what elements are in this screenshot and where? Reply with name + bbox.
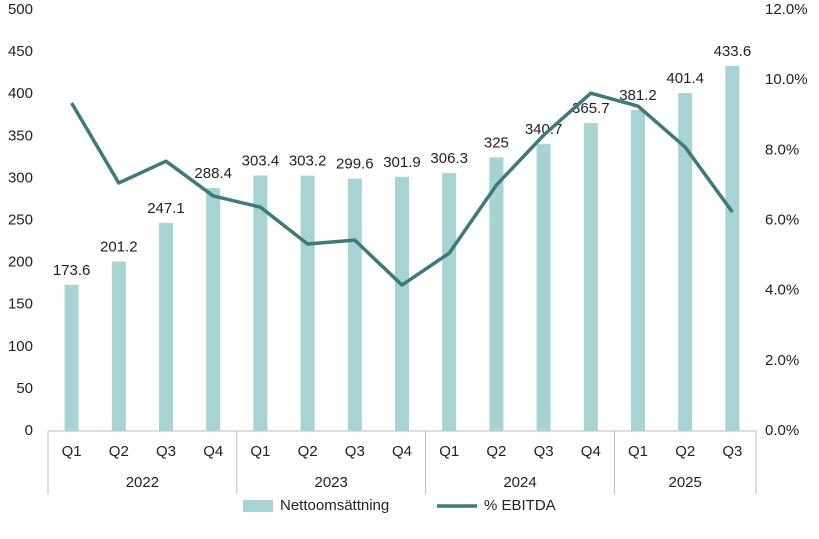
x-tick-label: Q1 [439, 443, 459, 460]
x-tick-label: Q3 [722, 443, 742, 460]
data-label: 201.2 [100, 239, 138, 256]
x-tick-label: Q2 [675, 443, 695, 460]
group-label: 2025 [669, 474, 702, 491]
data-label: 173.6 [53, 262, 91, 279]
y-tick-label: 200 [8, 254, 33, 271]
x-tick-label: Q2 [486, 443, 506, 460]
group-label: 2022 [126, 474, 159, 491]
data-label: 299.6 [336, 156, 374, 173]
bar [489, 157, 504, 431]
group-label: 2023 [315, 474, 348, 491]
data-label: 401.4 [666, 70, 704, 87]
y2-tick-label: 6.0% [765, 211, 799, 228]
line [70, 91, 734, 287]
bar [395, 176, 409, 431]
y-tick-label: 450 [8, 43, 33, 60]
y2-tick-label: 2.0% [765, 352, 799, 369]
legend-label: Nettoomsättning [280, 497, 389, 514]
bar [159, 222, 173, 431]
data-label: 365.7 [572, 100, 610, 117]
y-tick-label: 250 [8, 211, 33, 228]
data-label: 247.1 [147, 200, 185, 217]
bar [253, 175, 268, 431]
bar [442, 173, 457, 431]
y-tick-label: 100 [8, 338, 33, 355]
bar [64, 284, 79, 431]
x-tick-label: Q1 [250, 443, 270, 460]
y-tick-label: 150 [8, 296, 33, 313]
y2-tick-label: 10.0% [765, 71, 808, 88]
data-label: 303.2 [289, 153, 327, 170]
data-label: 288.4 [194, 165, 232, 182]
data-label: 433.6 [714, 43, 752, 60]
y2-tick-label: 4.0% [765, 282, 799, 299]
bar [536, 144, 551, 431]
bar [678, 93, 693, 431]
data-label: 306.3 [430, 150, 468, 167]
x-tick-label: Q1 [628, 443, 648, 460]
y-tick-label: 350 [8, 127, 33, 144]
y2-tick-label: 0.0% [765, 422, 799, 439]
y-tick-label: 50 [16, 380, 33, 397]
data-label: 381.2 [619, 87, 657, 104]
y-tick-label: 500 [8, 1, 33, 18]
x-tick-label: Q4 [392, 443, 412, 460]
y2-tick-label: 8.0% [765, 141, 799, 158]
x-tick-label: Q2 [109, 443, 129, 460]
legend-label: % EBITDA [484, 497, 556, 514]
x-tick-label: Q3 [156, 443, 176, 460]
group-label: 2024 [503, 474, 536, 491]
bar [111, 261, 126, 431]
bar [725, 65, 740, 431]
bar [206, 188, 221, 431]
bar [347, 178, 362, 431]
x-tick-label: Q3 [534, 443, 554, 460]
x-tick-label: Q3 [345, 443, 365, 460]
data-label: 301.9 [383, 154, 421, 171]
y2-tick-label: 12.0% [765, 1, 808, 18]
x-tick-label: Q4 [581, 443, 601, 460]
bar [631, 110, 645, 431]
bar [583, 123, 598, 431]
data-label: 303.4 [242, 153, 280, 170]
x-tick-label: Q2 [298, 443, 318, 460]
x-tick-label: Q4 [203, 443, 223, 460]
x-tick-label: Q1 [62, 443, 82, 460]
y-tick-label: 300 [8, 169, 33, 186]
data-label: 325 [484, 134, 509, 151]
bar [300, 175, 315, 431]
y-tick-label: 400 [8, 85, 33, 102]
legend-swatch [243, 500, 273, 512]
y-tick-label: 0 [25, 422, 33, 439]
